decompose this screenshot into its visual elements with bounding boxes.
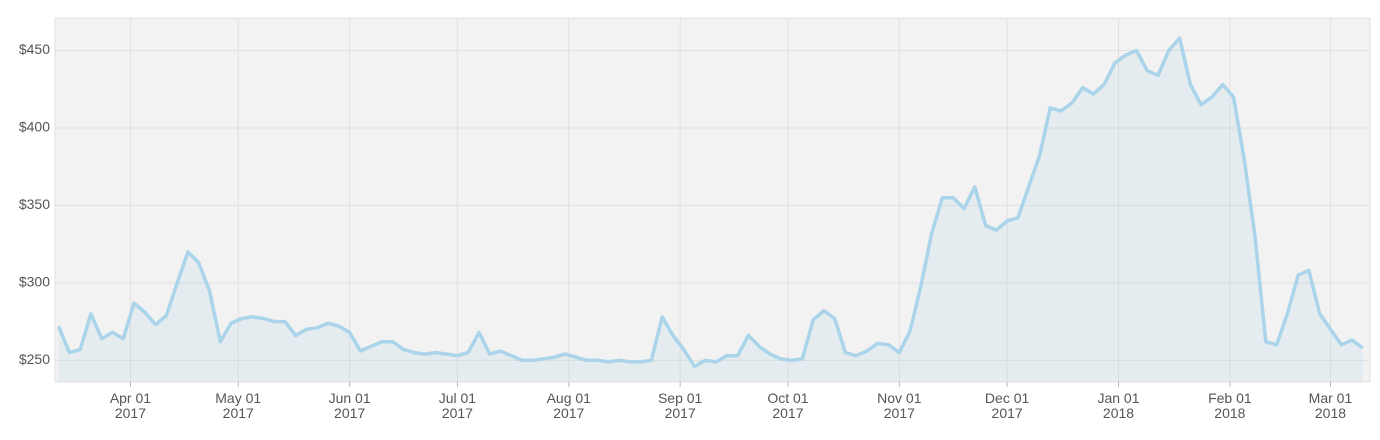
area: [58, 38, 1363, 382]
x-tick-label: Aug 01 2017: [546, 390, 591, 421]
x-tick-label: Jan 01 2018: [1097, 390, 1140, 421]
y-tick-label: $350: [19, 196, 50, 212]
x-tick-label: Apr 01 2017: [109, 390, 152, 421]
x-tick-label: Jul 01 2017: [438, 390, 477, 421]
x-tick-label: May 01 2017: [215, 390, 262, 421]
y-tick-label: $400: [19, 119, 50, 135]
x-tick-label: Jun 01 2017: [328, 390, 371, 421]
y-tick-label: $250: [19, 351, 50, 367]
x-tick-label: Dec 01 2017: [984, 390, 1030, 421]
y-tick-label: $450: [19, 41, 50, 57]
x-tick-label: Oct 01 2017: [767, 390, 809, 421]
line: [56, 36, 1364, 369]
x-tick-label: Mar 01 2018: [1308, 390, 1353, 421]
x-tick-label: Sep 01 2017: [657, 390, 703, 421]
x-tick-label: Nov 01 2017: [877, 390, 922, 421]
x-tick-label: Feb 01 2018: [1208, 390, 1252, 421]
y-tick-label: $300: [19, 274, 50, 290]
